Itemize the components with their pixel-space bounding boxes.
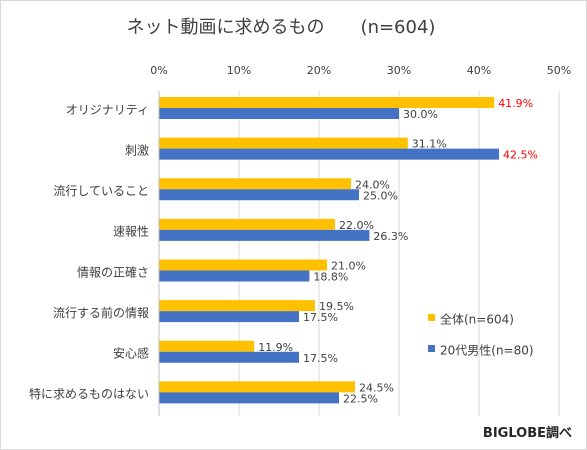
data-label: 41.9% bbox=[498, 97, 533, 110]
chart-title: ネット動画に求めるもの (n=604) bbox=[126, 17, 436, 38]
legend-label: 20代男性(n=80) bbox=[440, 344, 534, 358]
data-label: 42.5% bbox=[503, 149, 538, 162]
data-label: 22.5% bbox=[343, 392, 378, 405]
data-label: 11.9% bbox=[258, 341, 293, 354]
data-label: 19.5% bbox=[319, 300, 354, 313]
x-tick-label: 20% bbox=[307, 64, 331, 77]
x-tick-label: 30% bbox=[387, 64, 411, 77]
data-label: 21.0% bbox=[331, 260, 366, 273]
data-label: 30.0% bbox=[403, 108, 438, 121]
data-label: 24.0% bbox=[355, 178, 390, 191]
category-label: 情報の正確さ bbox=[77, 264, 149, 279]
bar-all bbox=[159, 340, 255, 352]
data-label: 26.3% bbox=[373, 230, 408, 243]
category-label: 速報性 bbox=[113, 225, 149, 239]
bar-all bbox=[159, 97, 495, 108]
data-label: 22.0% bbox=[339, 219, 374, 232]
category-label: 流行する前の情報 bbox=[53, 305, 149, 320]
bar-men20s bbox=[159, 270, 310, 282]
bar-all bbox=[159, 259, 327, 271]
bar-all bbox=[159, 218, 335, 230]
legend-label: 全体(n=604) bbox=[440, 312, 514, 327]
bar-men20s bbox=[159, 392, 339, 404]
legend-swatch bbox=[428, 314, 435, 321]
x-tick-label: 40% bbox=[467, 64, 491, 77]
data-label: 17.5% bbox=[303, 352, 338, 365]
bar-men20s bbox=[159, 229, 370, 241]
x-tick-label: 0% bbox=[150, 64, 167, 77]
bar-men20s bbox=[159, 311, 299, 323]
bar-all bbox=[159, 381, 355, 393]
data-label: 25.0% bbox=[363, 189, 398, 202]
bar-men20s bbox=[159, 108, 399, 119]
x-tick-label: 10% bbox=[227, 64, 251, 77]
bar-all bbox=[159, 300, 315, 312]
bar-men20s bbox=[159, 148, 499, 160]
data-label: 18.8% bbox=[313, 271, 348, 284]
category-label: 特に求めるものはない bbox=[29, 386, 149, 401]
bar-men20s bbox=[159, 351, 299, 363]
category-label: オリジナリティ bbox=[66, 103, 149, 117]
legend-swatch bbox=[428, 345, 435, 352]
data-label: 17.5% bbox=[303, 311, 338, 324]
category-label: 流行していること bbox=[53, 184, 149, 198]
x-tick-label: 50% bbox=[547, 64, 571, 77]
category-label: 安心感 bbox=[113, 346, 149, 361]
data-label: 31.1% bbox=[412, 138, 447, 151]
bar-all bbox=[159, 137, 408, 149]
bar-men20s bbox=[159, 189, 359, 201]
bar-all bbox=[159, 178, 351, 190]
category-label: 刺激 bbox=[125, 143, 149, 157]
data-label: 24.5% bbox=[359, 381, 394, 394]
source-credit: BIGLOBE調べ bbox=[482, 426, 572, 441]
